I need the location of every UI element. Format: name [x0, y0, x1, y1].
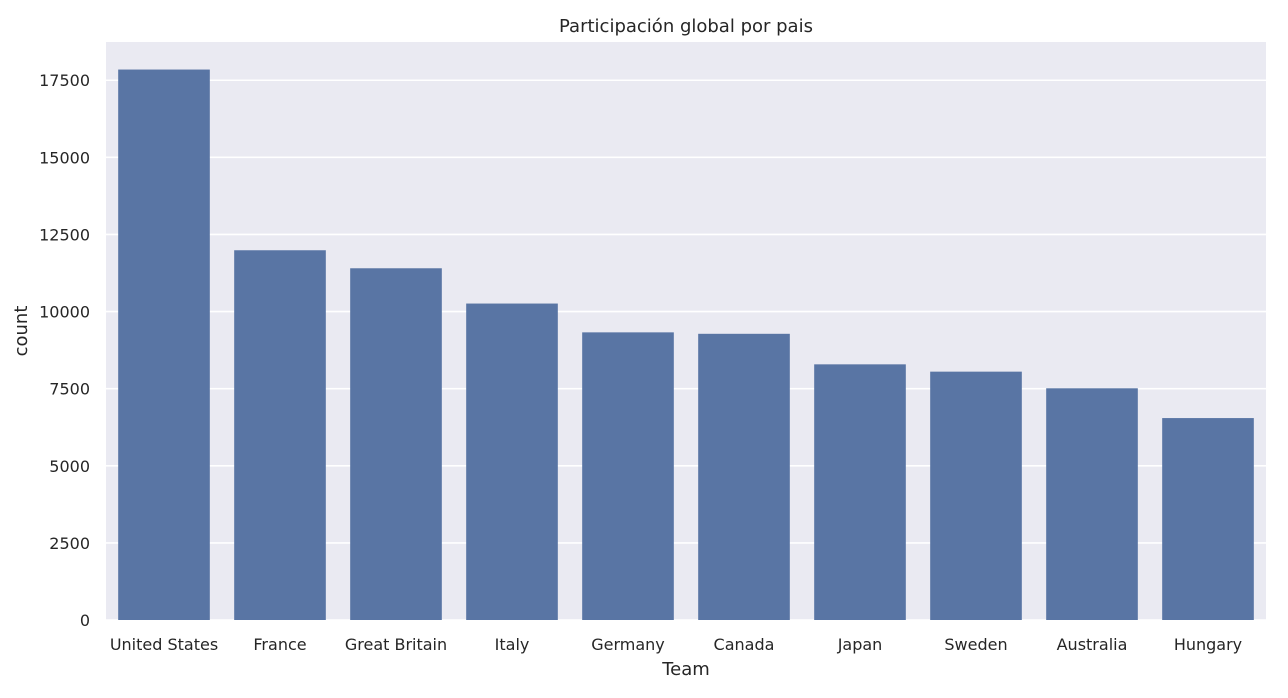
y-tick-label: 7500: [49, 380, 90, 399]
bars: [118, 69, 1254, 620]
bar-great-britain: [350, 268, 442, 620]
x-tick-label: Australia: [1057, 635, 1128, 654]
x-tick-label: Canada: [714, 635, 775, 654]
x-tick-label: Hungary: [1174, 635, 1242, 654]
bar-canada: [698, 333, 790, 620]
y-tick-label: 10000: [39, 303, 90, 322]
x-tick-label: Sweden: [944, 635, 1007, 654]
bar-japan: [814, 364, 906, 620]
chart-title: Participación global por pais: [559, 16, 813, 37]
x-tick-label: Italy: [495, 635, 530, 654]
y-tick-label: 17500: [39, 71, 90, 90]
x-tick-labels: United States France Great Britain Italy Ger…: [110, 635, 1242, 654]
x-tick-label: France: [253, 635, 306, 654]
y-axis-label: count: [11, 306, 32, 357]
bar-sweden: [930, 371, 1022, 620]
bar-hungary: [1162, 418, 1254, 620]
x-axis-label: Team: [661, 659, 710, 680]
bar-united-states: [118, 69, 210, 620]
y-tick-labels: 0 2500 5000 7500 10000 12500 15000 17500: [39, 71, 90, 630]
y-tick-label: 0: [80, 611, 90, 630]
bar-australia: [1046, 388, 1138, 620]
x-tick-label: Great Britain: [345, 635, 447, 654]
bar-france: [234, 250, 326, 620]
bar-italy: [466, 303, 558, 620]
bar-germany: [582, 332, 674, 620]
x-tick-label: United States: [110, 635, 218, 654]
x-tick-label: Japan: [837, 635, 883, 654]
x-tick-label: Germany: [591, 635, 665, 654]
y-tick-label: 2500: [49, 534, 90, 553]
y-tick-label: 12500: [39, 225, 90, 244]
y-tick-label: 15000: [39, 148, 90, 167]
y-tick-label: 5000: [49, 457, 90, 476]
